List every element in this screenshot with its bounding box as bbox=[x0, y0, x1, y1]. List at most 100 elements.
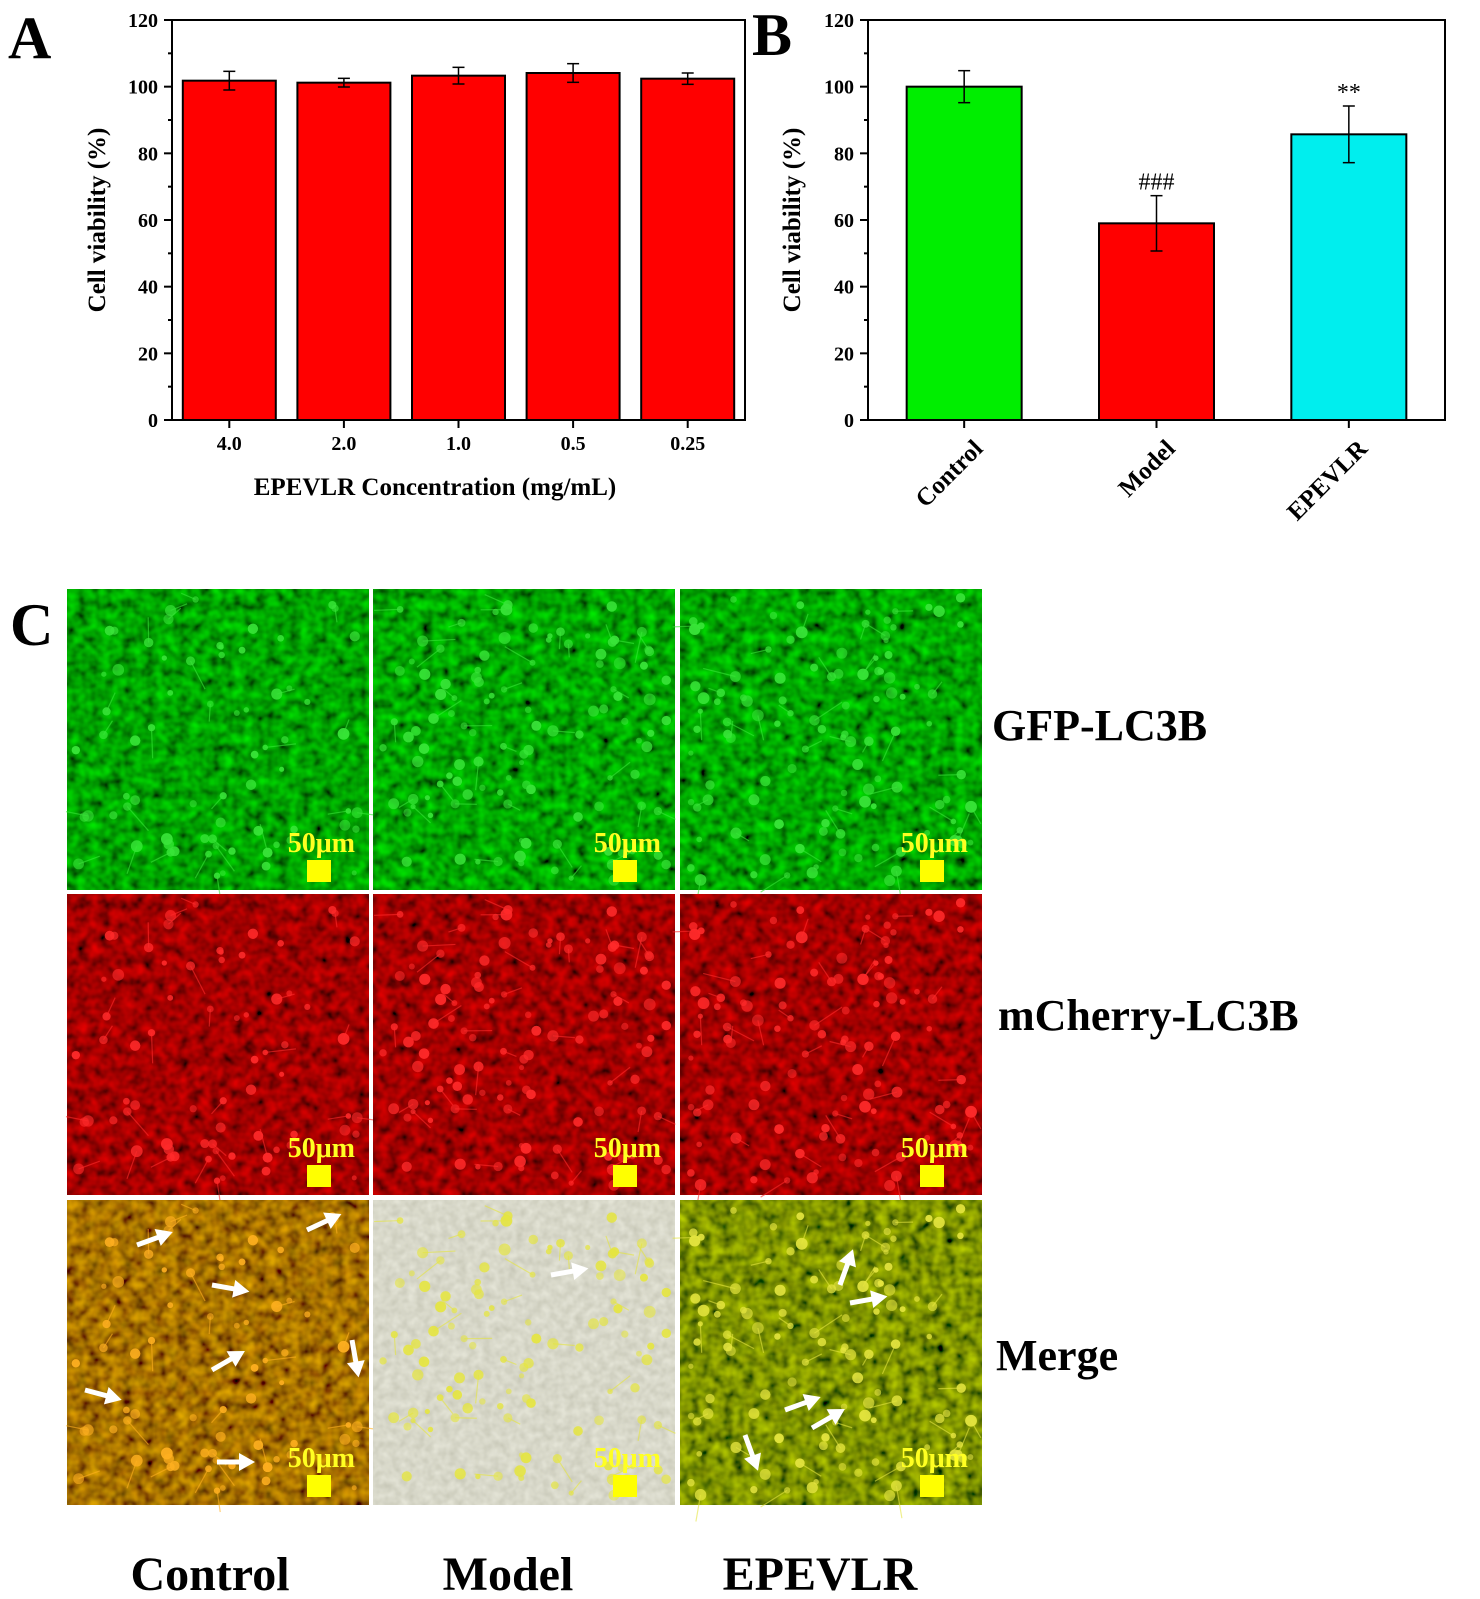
cell-body bbox=[129, 735, 141, 746]
cell-process bbox=[558, 1243, 562, 1261]
cell-body bbox=[345, 808, 352, 814]
cell-body bbox=[424, 1100, 430, 1106]
cell-process bbox=[609, 1066, 631, 1084]
cell-body bbox=[189, 1105, 197, 1113]
cell-body bbox=[925, 603, 933, 611]
cell-body bbox=[862, 1088, 875, 1100]
cell-body bbox=[688, 1363, 694, 1369]
cell-body bbox=[769, 1223, 778, 1231]
cell-body bbox=[606, 601, 617, 612]
cell-process bbox=[699, 1323, 703, 1353]
cell-body bbox=[351, 1485, 357, 1491]
cell-body bbox=[636, 1350, 642, 1357]
arrow-marker bbox=[550, 1262, 589, 1281]
cell-body bbox=[219, 1175, 226, 1182]
cell-body bbox=[253, 1440, 264, 1451]
cell-body bbox=[407, 1407, 419, 1419]
cell-body bbox=[613, 962, 626, 975]
cell-process bbox=[327, 1115, 349, 1120]
cell-body bbox=[748, 794, 760, 806]
cell-process bbox=[814, 1006, 843, 1026]
cell-body bbox=[689, 623, 701, 636]
cell-body bbox=[899, 1306, 906, 1313]
cell-process bbox=[208, 703, 211, 722]
cell-body bbox=[110, 626, 119, 635]
cell-body bbox=[599, 1316, 609, 1327]
cell-body bbox=[690, 986, 701, 997]
cell-body bbox=[524, 706, 532, 714]
cell-body bbox=[838, 848, 847, 857]
cell-body bbox=[859, 795, 871, 808]
cell-body bbox=[786, 1247, 795, 1256]
cell-body bbox=[693, 1030, 701, 1038]
cell-process bbox=[958, 1118, 970, 1145]
cell-process bbox=[567, 948, 570, 963]
cell-process bbox=[556, 1148, 573, 1173]
cell-body bbox=[661, 715, 672, 726]
cell-body bbox=[351, 1175, 357, 1181]
cell-body bbox=[518, 1165, 525, 1172]
cell-body bbox=[462, 1403, 473, 1414]
cell-body bbox=[452, 1081, 463, 1092]
cell-process bbox=[150, 851, 171, 863]
cell-body bbox=[796, 1212, 805, 1221]
cell-process bbox=[215, 1460, 235, 1487]
cell-body bbox=[349, 936, 360, 947]
cell-process bbox=[829, 1040, 851, 1048]
bar-epevlr bbox=[1290, 133, 1408, 421]
scale-bar bbox=[307, 1475, 331, 1497]
cell-body bbox=[523, 1049, 534, 1061]
cell-process bbox=[448, 1233, 462, 1240]
cell-body bbox=[379, 1049, 387, 1057]
cell-body bbox=[604, 846, 613, 856]
cell-process bbox=[657, 1115, 676, 1125]
cell-process bbox=[503, 1050, 517, 1057]
panel-letter-a: A bbox=[8, 5, 51, 71]
cell-process bbox=[374, 913, 401, 916]
cell-body bbox=[412, 1369, 424, 1381]
cell-body bbox=[965, 1105, 977, 1118]
arrow-marker bbox=[211, 1279, 250, 1298]
cell-process bbox=[699, 711, 703, 741]
arrow-marker bbox=[742, 1434, 761, 1471]
cell-process bbox=[105, 1304, 116, 1325]
cell-process bbox=[441, 1299, 455, 1311]
y-tick-label: 80 bbox=[138, 143, 158, 165]
arrow-head bbox=[226, 1351, 245, 1367]
cell-body bbox=[403, 731, 414, 743]
cell-process bbox=[215, 1150, 235, 1177]
cell-body bbox=[483, 1310, 490, 1317]
cell-process bbox=[211, 1409, 224, 1424]
y-axis-title: Cell viability (%) bbox=[779, 128, 806, 313]
cell-process bbox=[126, 1111, 149, 1137]
arrow-head bbox=[239, 1453, 255, 1471]
cell-body bbox=[925, 1214, 933, 1223]
cell-body bbox=[218, 651, 225, 659]
cell-body bbox=[926, 1333, 932, 1340]
cell-process bbox=[835, 1421, 853, 1429]
cell-body bbox=[840, 1403, 848, 1410]
cell-body bbox=[884, 650, 893, 659]
panel-letter-b: B bbox=[752, 2, 792, 68]
cell-body bbox=[575, 1035, 584, 1044]
cell-body bbox=[550, 1171, 559, 1180]
cell-body bbox=[163, 1144, 174, 1155]
cell-process bbox=[637, 1245, 650, 1262]
chart-a: 0 20 40 60 80 100 120 Cell viability (%) 4.0 2.0 1… bbox=[84, 10, 746, 501]
cell-body bbox=[965, 800, 977, 813]
cell-process bbox=[862, 654, 876, 675]
cell-body bbox=[693, 1338, 701, 1346]
arrow-shaft bbox=[849, 1296, 875, 1306]
micrograph-merge-control: 50μm bbox=[65, 1200, 377, 1513]
cell-body bbox=[730, 901, 737, 908]
cell-body bbox=[653, 850, 663, 860]
cell-body bbox=[653, 1155, 663, 1165]
bar-0-25 bbox=[640, 77, 736, 422]
cell-process bbox=[735, 1446, 750, 1456]
cell-process bbox=[475, 1374, 480, 1404]
cell-body bbox=[446, 1385, 453, 1393]
cell-body bbox=[446, 1077, 453, 1084]
cell-process bbox=[778, 1009, 791, 1019]
cell-body bbox=[817, 1030, 827, 1039]
cell-body bbox=[167, 1302, 174, 1309]
